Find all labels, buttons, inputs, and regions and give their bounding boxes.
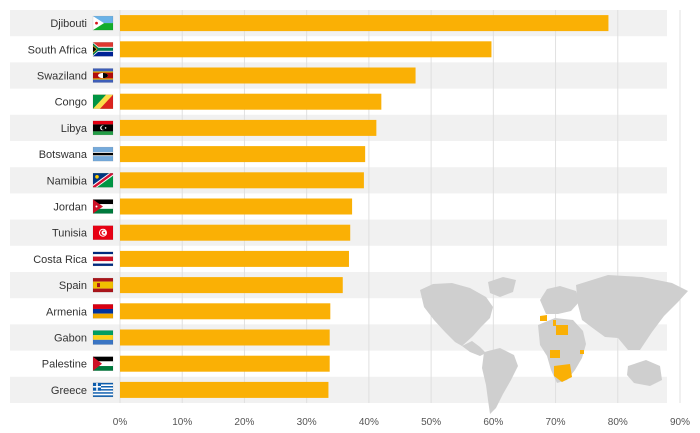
category-label: Gabon — [54, 333, 87, 345]
namibia-flag-icon — [92, 173, 114, 188]
bar-botswana — [120, 146, 366, 163]
category-label: Spain — [59, 280, 87, 292]
tunisia-flag-icon — [92, 225, 114, 240]
bar-congo — [120, 93, 382, 110]
bar-namibia — [120, 172, 364, 189]
x-tick-label: 40% — [359, 417, 379, 428]
category-label: Congo — [55, 97, 87, 109]
palestine-flag-icon — [92, 356, 114, 371]
x-tick-label: 30% — [297, 417, 317, 428]
asia-shape — [576, 275, 688, 350]
world-map-icon — [420, 275, 688, 414]
costa-rica-flag-icon — [92, 251, 114, 267]
south-america-shape — [482, 348, 518, 414]
x-axis: 0% 10% 20% 30% 40% 50% 60% 70% 80% 90% — [113, 417, 690, 428]
bar-spain — [120, 277, 343, 294]
bar-libya — [120, 119, 377, 136]
bar-jordan — [120, 198, 353, 215]
bars — [120, 15, 609, 398]
armenia-flag-icon — [92, 304, 114, 319]
djibouti-highlight — [580, 350, 584, 354]
x-tick-label: 0% — [113, 417, 128, 428]
bar-greece — [120, 381, 329, 398]
category-label: Namibia — [47, 175, 88, 187]
djibouti-flag-icon — [92, 15, 114, 31]
bar-tunisia — [120, 224, 351, 241]
greece-flag-icon — [92, 382, 114, 398]
spain-highlight — [540, 315, 547, 321]
x-tick-label: 90% — [670, 417, 690, 428]
flag-icons — [92, 15, 114, 398]
bar-gabon — [120, 329, 330, 346]
jordan-flag-icon — [92, 199, 114, 214]
category-label: Libya — [61, 123, 88, 135]
category-label: South Africa — [28, 44, 88, 56]
x-tick-label: 10% — [172, 417, 192, 428]
libya-highlight — [556, 325, 568, 335]
category-label: Botswana — [39, 149, 88, 161]
africa-shape — [538, 318, 586, 383]
category-label: Greece — [51, 385, 87, 397]
bar-djibouti — [120, 15, 609, 32]
greenland-shape — [488, 277, 516, 297]
spain-flag-icon — [92, 277, 114, 293]
bar-swaziland — [120, 67, 416, 84]
bar-costa-rica — [120, 250, 349, 267]
central-america-shape — [462, 341, 486, 356]
libya-flag-icon — [92, 120, 114, 136]
x-tick-label: 50% — [421, 417, 441, 428]
x-tick-label: 20% — [234, 417, 254, 428]
gabon-flag-icon — [92, 330, 114, 345]
swaziland-flag-icon — [92, 68, 114, 83]
category-label: Tunisia — [52, 228, 88, 240]
x-tick-label: 80% — [608, 417, 628, 428]
category-labels: Djibouti South Africa Swaziland Congo Libya B… — [28, 18, 88, 397]
x-tick-label: 70% — [546, 417, 566, 428]
north-america-shape — [420, 283, 493, 346]
category-label: Swaziland — [37, 71, 87, 83]
x-tick-label: 60% — [483, 417, 503, 428]
category-label: Costa Rica — [33, 254, 88, 266]
gabon-congo-highlight — [550, 350, 560, 358]
botswana-flag-icon — [92, 146, 114, 162]
southern-africa-highlight — [554, 364, 572, 382]
category-label: Palestine — [42, 359, 87, 371]
bar-south-africa — [120, 41, 492, 58]
category-label: Armenia — [46, 306, 88, 318]
congo-flag-icon — [92, 94, 114, 109]
category-label: Djibouti — [50, 18, 87, 30]
bar-palestine — [120, 355, 330, 372]
bar-armenia — [120, 303, 331, 320]
australia-shape — [627, 360, 662, 386]
europe-shape — [540, 286, 580, 314]
south-africa-flag-icon — [92, 42, 114, 57]
category-label: Jordan — [53, 202, 87, 214]
tunisia-highlight — [553, 320, 556, 326]
